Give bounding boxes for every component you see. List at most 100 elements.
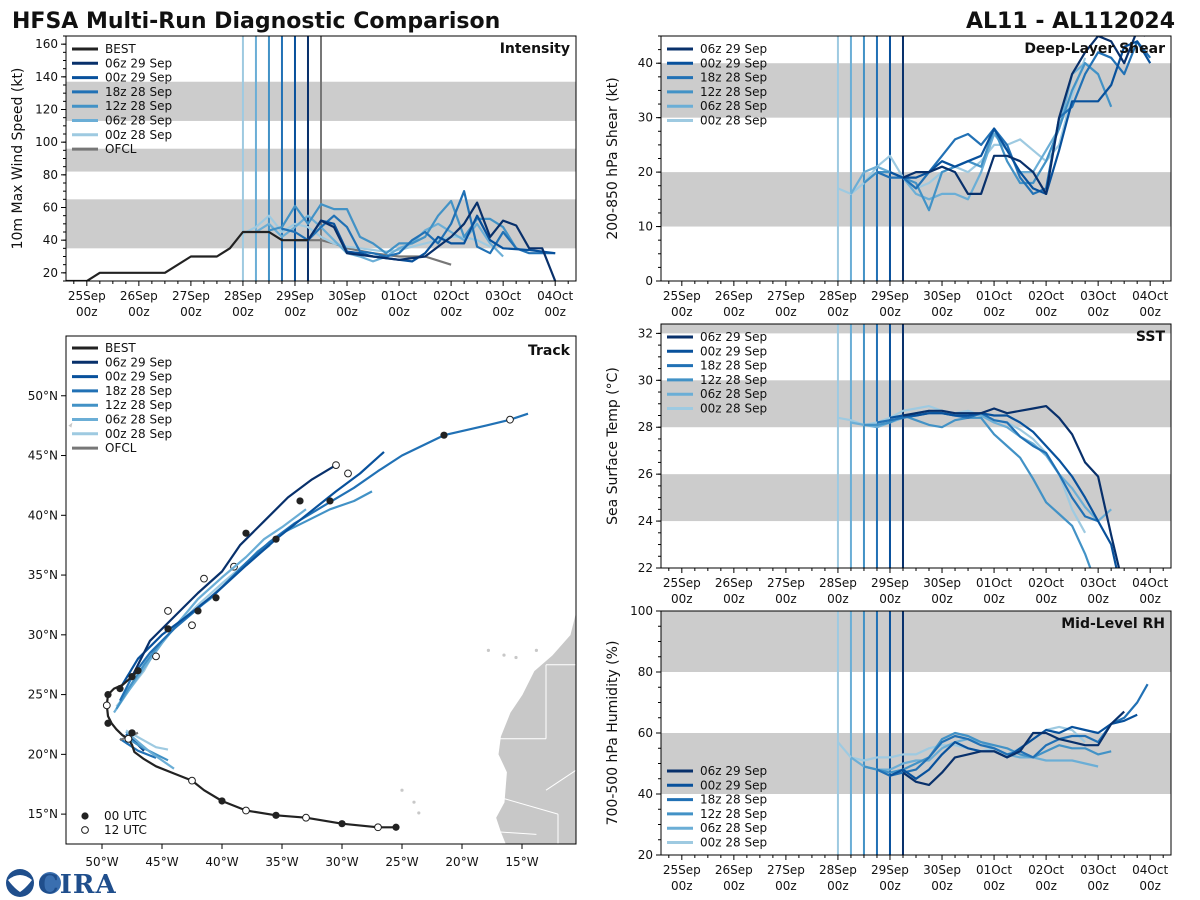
track-point-00utc [272,535,280,543]
track-point-00utc [164,625,172,633]
legend-label-18z-28-sep: 18z 28 Sep [105,384,172,398]
x-tick-label: 40°W [205,855,238,869]
track-line [131,464,337,678]
track-line [105,669,396,829]
x-tick-label: 03Oct [1080,863,1116,877]
x-tick-label: 00z [440,305,462,319]
panel-title: Intensity [500,41,570,57]
x-tick-label: 00z [931,879,953,893]
x-tick-label: 00z [1087,879,1109,893]
series-06z-28-sep [255,214,504,263]
x-tick-label: 29Sep [871,289,909,303]
x-tick-label: 28Sep [819,289,857,303]
legend-label-06z-29-sep: 06z 29 Sep [700,330,767,344]
series-06z-29-sep [307,201,557,281]
x-tick-label: 01Oct [381,289,417,303]
y-tick-label: 30 [638,373,653,387]
x-tick-label: 00z [284,305,306,319]
legend-label-12z-28-sep: 12z 28 Sep [700,807,767,821]
x-tick-label: 03Oct [1080,576,1116,590]
x-tick-label: 30Sep [923,289,961,303]
y-tick-label: 100 [35,135,58,149]
x-tick-label: 02Oct [433,289,469,303]
x-tick-label: 15°W [505,855,538,869]
y-axis-label: Sea Surface Temp (°C) [605,367,621,525]
y-tick-label: 26 [638,467,653,481]
series-group [66,190,557,281]
y-tick-label: 40 [43,233,58,247]
track-point-12utc [506,415,514,424]
y-tick-label: 60 [638,726,653,740]
y-tick-label: 20 [638,165,653,179]
track-point-00utc [296,497,304,505]
x-tick-label: 00z [723,592,745,606]
x-tick-label: 02Oct [1028,576,1064,590]
panel-title: Mid-Level RH [1061,616,1165,632]
island-1 [514,655,518,660]
legend-label-00z-28-sep: 00z 28 Sep [700,402,767,416]
track-18z-28-sep [119,412,529,702]
track-point-00utc [392,823,400,831]
series-06z-29-sep [902,710,1125,787]
x-tick-label: 30Sep [923,863,961,877]
series-best [66,230,308,281]
x-tick-label: 25Sep [663,576,701,590]
track-point-00utc [212,594,220,602]
legend-label-06z-28-sep: 06z 28 Sep [105,413,172,427]
y-tick-label: 0 [645,274,653,288]
y-tick-label: 30°N [28,628,58,642]
legend-label-00z-28-sep: 00z 28 Sep [700,836,767,850]
band-1 [661,611,1171,672]
y-tick-label: 15°N [28,807,58,821]
x-tick-label: 29Sep [871,863,909,877]
island-4 [412,800,416,804]
x-tick-label: 00z [931,305,953,319]
x-tick-label: 29Sep [871,576,909,590]
legend-label-12z-28-sep: 12z 28 Sep [105,398,172,412]
cira-logo: CIRA [6,869,116,900]
track-point-00utc [194,607,202,615]
y-tick-label: 20°N [28,747,58,761]
x-tick-label: 04Oct [537,289,573,303]
short-track-06z-28-sep [125,730,175,770]
y-tick-label: 25°N [28,688,58,702]
x-tick-label: 26Sep [715,863,753,877]
legend-label-ofcl: OFCL [105,441,137,455]
x-tick-label: 03Oct [1080,289,1116,303]
y-tick-label: 10 [638,220,653,234]
y-tick-label: 45°N [28,449,58,463]
x-tick-label: 00z [775,592,797,606]
y-tick-label: 40 [638,787,653,801]
legend-label-00z-29-sep: 00z 29 Sep [700,778,767,792]
x-tick-label: 27Sep [767,289,805,303]
x-tick-label: 00z [1139,592,1161,606]
panel-title: Deep-Layer Shear [1024,41,1165,57]
island-2 [534,648,539,652]
x-tick-label: 00z [492,305,514,319]
series-00z-29-sep [889,412,1118,568]
track-clip-group [68,412,576,844]
series-06z-28-sep [850,737,1099,771]
x-tick-label: 20°W [445,855,478,869]
x-tick-label: 00z [723,305,745,319]
x-tick-label: 00z [388,305,410,319]
legend-marker-00utc [81,812,89,820]
x-tick-label: 28Sep [224,289,262,303]
x-tick-label: 30Sep [923,576,961,590]
x-tick-label: 04Oct [1132,289,1168,303]
island-0 [502,653,506,657]
series-group [837,683,1149,787]
short-track-18z-28-sep [119,737,157,759]
x-tick-label: 27Sep [767,863,805,877]
x-tick-label: 45°W [145,855,178,869]
track-point-00utc [272,811,280,819]
series-group [837,405,1121,568]
x-tick-label: 00z [1087,305,1109,319]
track-point-00utc [326,497,334,505]
x-tick-label: 00z [1035,305,1057,319]
track-point-12utc [200,574,208,583]
track-00z-29-sep [116,451,385,693]
